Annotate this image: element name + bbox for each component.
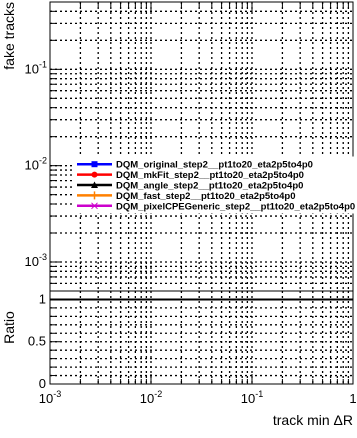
main-plot-frame xyxy=(49,1,354,292)
axis-ticks xyxy=(49,1,349,385)
axis-titles: fake tracks Ratio track min ΔR xyxy=(1,2,353,428)
ratio-y-axis-title: Ratio xyxy=(1,311,17,344)
x-tick-label: 10-2 xyxy=(140,389,162,406)
x-tick-label: 1 xyxy=(349,391,356,406)
ratio-grid xyxy=(50,291,353,384)
x-tick-label: 10-3 xyxy=(39,389,61,406)
legend-marker xyxy=(91,161,98,168)
ratio-plot-frame-rect xyxy=(49,290,354,385)
y-tick-label: 1 xyxy=(39,291,46,306)
main-grid xyxy=(50,2,353,291)
y-tick-label: 0 xyxy=(39,376,46,391)
legend-entry-label: DQM_pixelCPEGeneric_step2__pt1to20_eta2p… xyxy=(116,201,355,212)
y-tick-label: 10-1 xyxy=(25,59,47,76)
x-tick-label: 10-1 xyxy=(241,389,263,406)
legend-box xyxy=(73,156,357,214)
legend-marker xyxy=(91,202,98,210)
y-tick-label: 10-2 xyxy=(25,156,47,173)
legend-entry-label: DQM_original_step2__pt1to20_eta2p5to4p0 xyxy=(116,160,313,171)
main-plot-frame-rect xyxy=(49,1,354,292)
legend: DQM_original_step2__pt1to20_eta2p5to4p0D… xyxy=(73,156,357,214)
legend-entry-label: DQM_fast_step2__pt1to20_eta2p5to4p0 xyxy=(116,191,296,202)
legend-marker xyxy=(91,181,98,188)
legend-entry-label: DQM_mkFit_step2__pt1to20_eta2p5to4p0 xyxy=(116,170,304,181)
y-tick-label: 10-3 xyxy=(25,252,47,269)
legend-marker xyxy=(91,171,98,178)
y-tick-label: 0.5 xyxy=(28,334,46,349)
legend-entry-label: DQM_angle_step2__pt1to20_eta2p5to4p0 xyxy=(116,181,303,192)
ratio-plot-frame xyxy=(49,290,354,385)
x-axis-title: track min ΔR xyxy=(273,412,353,428)
y-axis-title: fake tracks xyxy=(1,2,17,70)
